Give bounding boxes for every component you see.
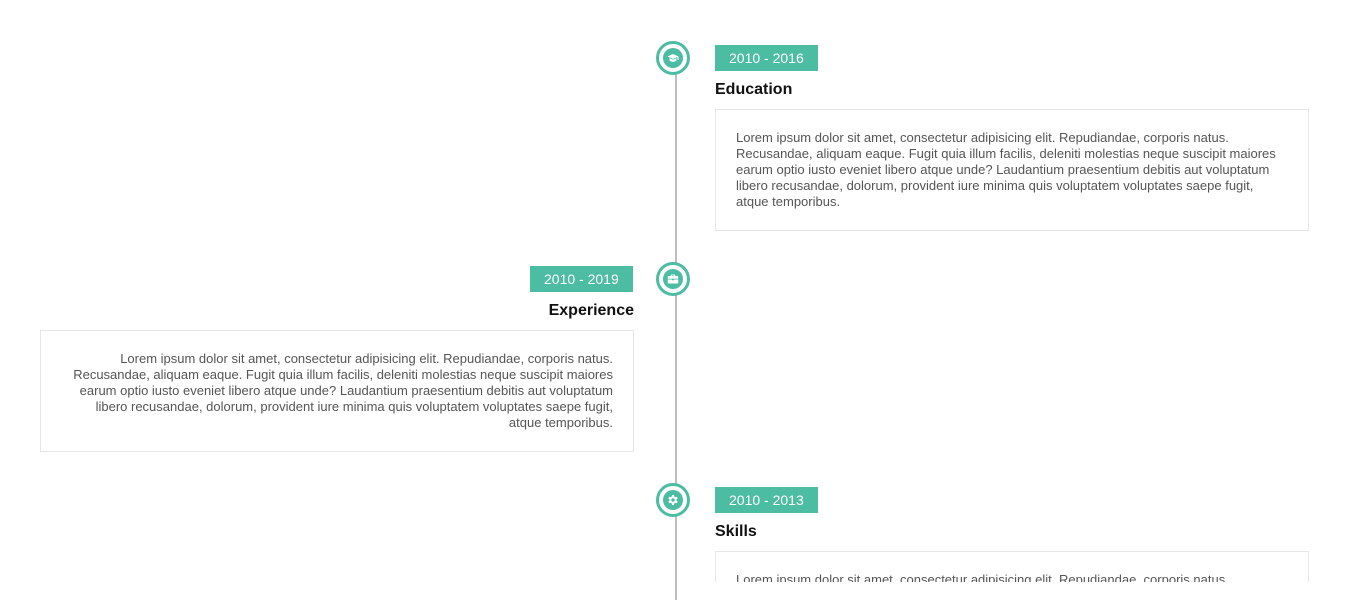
gear-icon (663, 490, 683, 510)
entry-title: Skills (715, 522, 757, 542)
briefcase-icon (663, 269, 683, 289)
entry-card: Lorem ipsum dolor sit amet, consectetur … (40, 330, 634, 452)
timeline-node (656, 483, 690, 517)
timeline-line (675, 60, 677, 600)
entry-description: Lorem ipsum dolor sit amet, consectetur … (61, 351, 613, 431)
entry-card: Lorem ipsum dolor sit amet, consectetur … (715, 551, 1309, 582)
entry-description: Lorem ipsum dolor sit amet, consectetur … (736, 572, 1288, 582)
entry-description: Lorem ipsum dolor sit amet, consectetur … (736, 130, 1288, 210)
date-badge: 2010 - 2016 (715, 45, 818, 71)
graduation-cap-icon (663, 48, 683, 68)
timeline-node (656, 41, 690, 75)
timeline-node (656, 262, 690, 296)
date-badge: 2010 - 2013 (715, 487, 818, 513)
entry-card: Lorem ipsum dolor sit amet, consectetur … (715, 109, 1309, 231)
entry-title: Education (715, 80, 792, 100)
date-badge: 2010 - 2019 (530, 266, 633, 292)
entry-title: Experience (549, 301, 634, 321)
